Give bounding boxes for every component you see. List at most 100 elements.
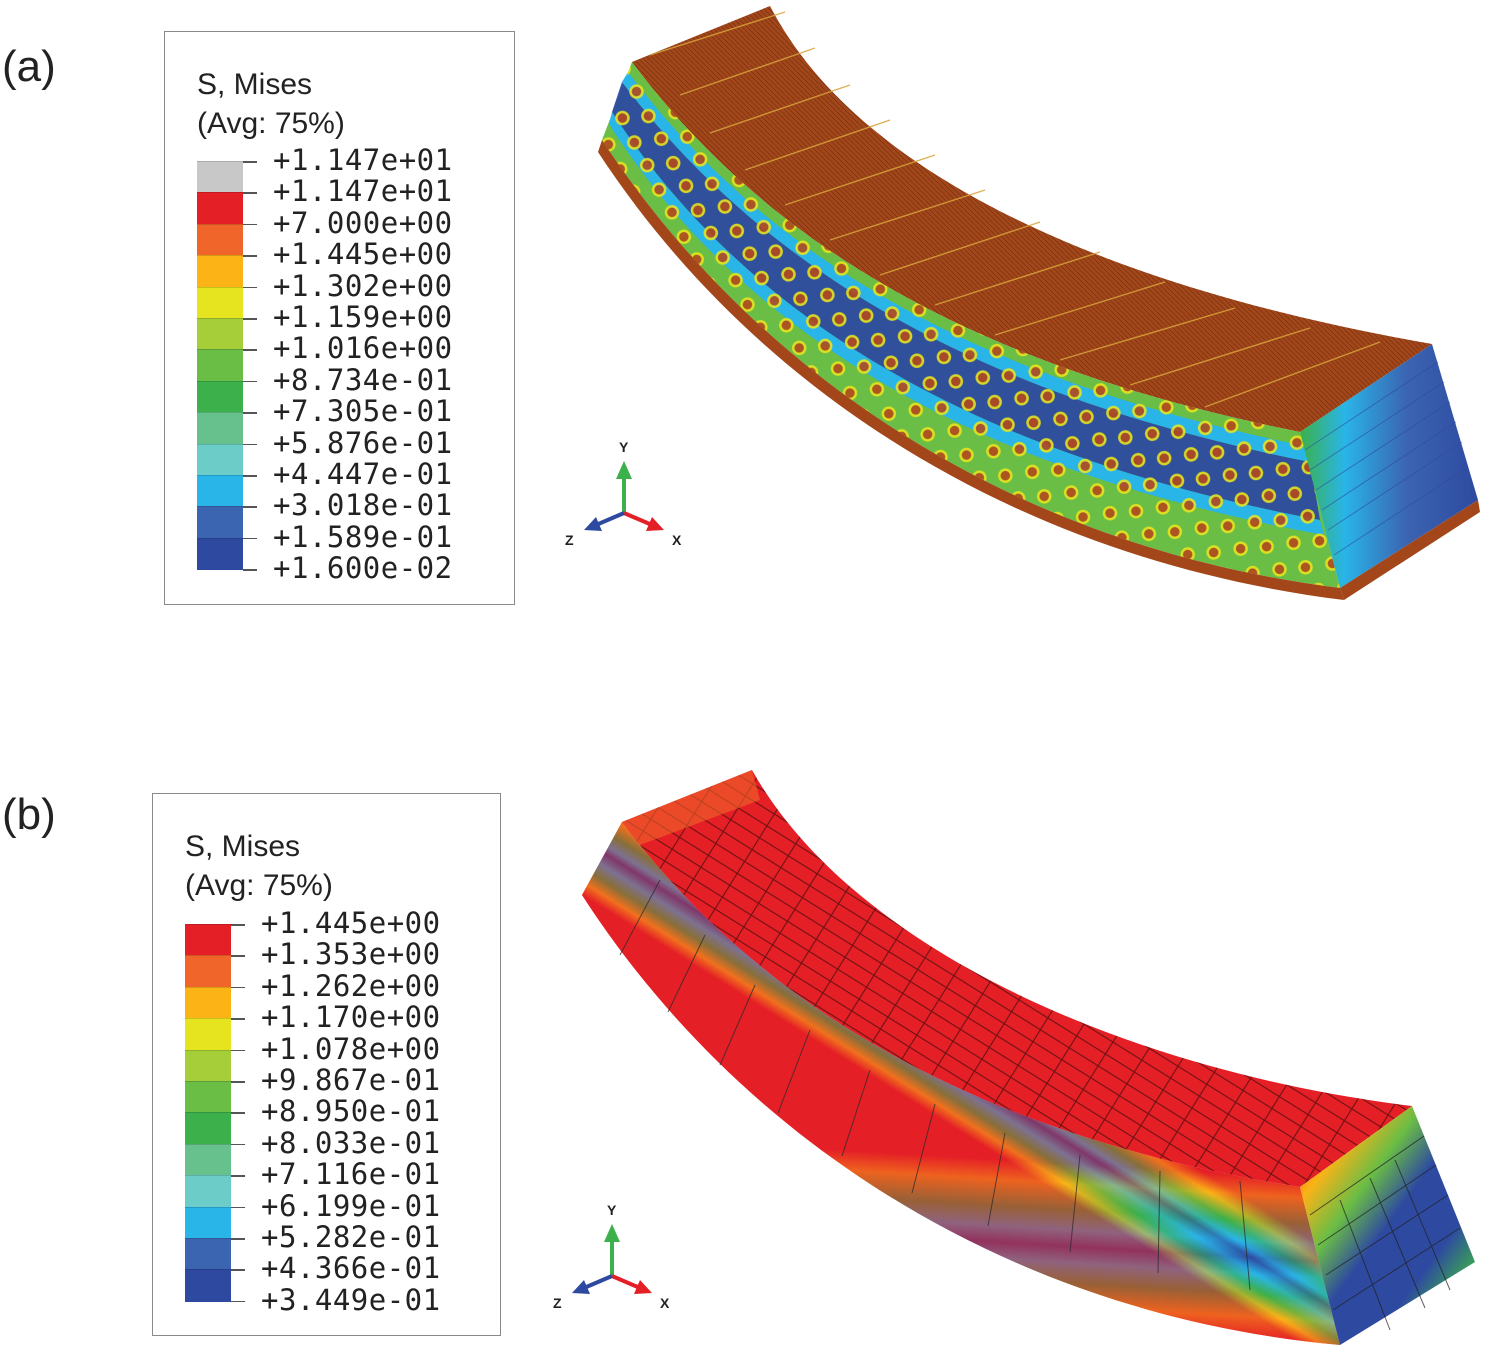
- legend-swatch: [197, 412, 243, 445]
- legend-value: +3.018e-01: [273, 488, 453, 523]
- legend-value: +1.016e+00: [273, 331, 453, 366]
- panel-a: (a) S, Mises (Avg: 75%) +1.147e+01 +1.147…: [0, 0, 1500, 660]
- legend-title-b: S, Mises: [185, 830, 301, 863]
- legend-swatch: [197, 380, 243, 414]
- legend-swatch: [197, 443, 243, 476]
- legend-swatch: [197, 223, 243, 257]
- legend-value: +1.262e+00: [261, 968, 441, 1003]
- legend-swatch: [185, 1143, 231, 1177]
- triad-z-label-b: Z: [553, 1295, 562, 1311]
- triad-z-label-a: Z: [565, 532, 574, 548]
- legend-value: +1.445e+00: [261, 906, 441, 940]
- legend-tick: [243, 506, 257, 508]
- legend-value: +6.199e-01: [261, 1188, 441, 1223]
- legend-swatch: [197, 161, 243, 194]
- legend-value: +8.033e-01: [261, 1125, 441, 1160]
- legend-tick: [243, 255, 257, 257]
- legend-subtitle-a: (Avg: 75%): [197, 107, 345, 140]
- beam-model-b: [582, 770, 1475, 1345]
- legend-subtitle-b: (Avg: 75%): [185, 869, 333, 902]
- legend-title-a: S, Mises: [197, 68, 313, 101]
- legend-swatch: [197, 537, 243, 571]
- legend-tick: [231, 1081, 245, 1083]
- legend-tick: [231, 924, 245, 926]
- legend-tick: [243, 161, 257, 163]
- legend-tick: [243, 537, 257, 540]
- legend-tick: [243, 223, 257, 226]
- panel-b: (b) S, Mises (Avg: 75%) +1.445e+00 +1.353…: [0, 760, 1500, 1357]
- axis-triad-a: Y X Z: [565, 439, 682, 548]
- legend-swatch: [185, 1238, 231, 1271]
- legend-value: +1.170e+00: [261, 1000, 441, 1035]
- legend-swatch: [197, 506, 243, 539]
- legend-tick: [231, 1269, 245, 1271]
- legend-value: +4.366e-01: [261, 1251, 441, 1286]
- stress-legend-b: S, Mises (Avg: 75%) +1.445e+00 +1.353e+00…: [152, 793, 501, 1336]
- legend-tick: [243, 443, 257, 446]
- triad-y-label-a: Y: [619, 439, 629, 455]
- legend-tick: [243, 380, 257, 383]
- legend-value: +8.734e-01: [273, 362, 453, 397]
- legend-value: +4.447e-01: [273, 457, 453, 491]
- legend-swatch: [185, 1206, 231, 1239]
- legend-value: +7.116e-01: [261, 1157, 441, 1192]
- panel-label-b: (b): [2, 790, 56, 839]
- legend-value: +1.147e+01: [273, 143, 453, 177]
- legend-swatch: [185, 955, 231, 988]
- triad-x-label-a: X: [672, 532, 682, 548]
- stress-legend-a: S, Mises (Avg: 75%) +1.147e+01 +1.147e+01…: [164, 31, 515, 605]
- legend-value: +5.282e-01: [261, 1220, 441, 1254]
- legend-value: +3.449e-01: [261, 1282, 441, 1317]
- legend-swatch: [185, 1112, 231, 1145]
- axis-triad-b: Y X Z: [553, 1202, 670, 1311]
- legend-tick: [243, 286, 257, 289]
- legend-tick: [243, 318, 257, 320]
- legend-tick: [243, 475, 257, 477]
- legend-tick: [231, 1300, 245, 1303]
- legend-tick: [231, 1238, 245, 1240]
- legend-tick: [243, 192, 257, 194]
- legend-value: +8.950e-01: [261, 1094, 441, 1129]
- legend-swatch: [197, 286, 243, 319]
- triad-y-label-b: Y: [607, 1202, 617, 1218]
- legend-swatch: [185, 1018, 231, 1051]
- legend-tick: [231, 1175, 245, 1177]
- legend-value: +1.078e+00: [261, 1031, 441, 1066]
- legend-swatch: [185, 924, 231, 957]
- legend-value: +5.876e-01: [273, 425, 453, 460]
- legend-swatch: [197, 255, 243, 288]
- legend-tick: [243, 569, 257, 571]
- legend-tick: [231, 1143, 245, 1146]
- legend-swatch: [197, 349, 243, 382]
- legend-value: +1.302e+00: [273, 268, 453, 303]
- legend-swatch: [197, 318, 243, 351]
- legend-value: +9.867e-01: [261, 1063, 441, 1097]
- legend-value: +1.159e+00: [273, 300, 453, 334]
- legend-value: +1.147e+01: [273, 174, 453, 209]
- legend-tick: [231, 1206, 245, 1209]
- legend-tick: [243, 349, 257, 351]
- legend-swatch: [185, 1175, 231, 1208]
- legend-tick: [231, 955, 245, 957]
- triad-x-label-b: X: [660, 1295, 670, 1311]
- legend-tick: [231, 986, 245, 989]
- legend-tick: [231, 1049, 245, 1052]
- legend-tick: [231, 1018, 245, 1020]
- legend-value: +1.589e-01: [273, 519, 453, 554]
- legend-tick: [243, 412, 257, 414]
- legend-swatch: [185, 986, 231, 1020]
- legend-value: +7.305e-01: [273, 394, 453, 429]
- beam-end-face-b: [1300, 1106, 1475, 1345]
- legend-tick: [231, 1112, 245, 1114]
- legend-swatch: [185, 1049, 231, 1082]
- legend-swatch: [197, 192, 243, 225]
- legend-swatch: [197, 475, 243, 508]
- legend-value: +1.445e+00: [273, 237, 453, 272]
- panel-label-a: (a): [2, 42, 56, 91]
- legend-value: +7.000e+00: [273, 205, 453, 240]
- legend-value: +1.353e+00: [261, 937, 441, 972]
- legend-swatch: [185, 1269, 231, 1302]
- legend-value: +1.600e-02: [273, 551, 453, 586]
- beam-model-a: [598, 6, 1480, 600]
- legend-swatch: [185, 1081, 231, 1114]
